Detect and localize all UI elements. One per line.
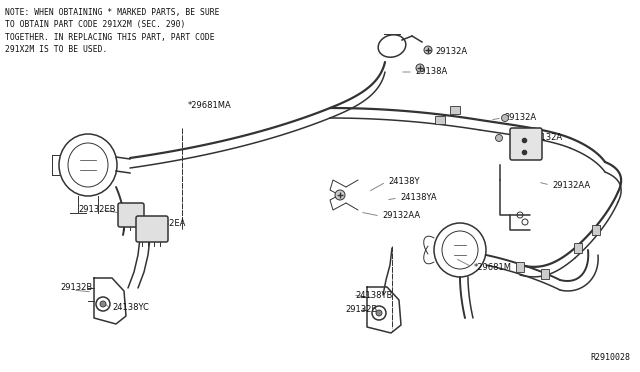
Text: 24138YC: 24138YC [112,304,149,312]
Text: 29132EB: 29132EB [78,205,115,215]
Text: R2910028: R2910028 [590,353,630,362]
Circle shape [335,190,345,200]
Text: 29132EA: 29132EA [148,219,186,228]
Text: 29132B: 29132B [60,283,92,292]
Text: 29132A: 29132A [435,48,467,57]
Bar [574,243,582,253]
Text: *29681M: *29681M [474,263,512,272]
Circle shape [424,46,432,54]
Text: 29132B: 29132B [345,305,377,314]
Bar [541,269,549,279]
Circle shape [376,310,382,316]
Text: *29681MA: *29681MA [188,102,232,110]
FancyBboxPatch shape [510,128,542,160]
Circle shape [502,115,509,122]
Bar [516,262,524,272]
Circle shape [416,64,424,72]
Text: NOTE: WHEN OBTAINING * MARKED PARTS, BE SURE
TO OBTAIN PART CODE 291X2M (SEC. 29: NOTE: WHEN OBTAINING * MARKED PARTS, BE … [5,8,220,55]
Text: 24138YA: 24138YA [400,193,436,202]
Bar [592,225,600,235]
Circle shape [100,301,106,307]
Bar [450,106,460,114]
Circle shape [495,135,502,141]
Text: 24138Y: 24138Y [388,177,419,186]
Text: 29132A: 29132A [504,113,536,122]
Text: 24138YB: 24138YB [355,291,392,299]
FancyBboxPatch shape [118,203,144,227]
Bar [435,116,445,124]
Text: 29138A: 29138A [415,67,447,77]
Text: 29132AA: 29132AA [552,180,590,189]
Text: 29132AA: 29132AA [382,212,420,221]
Text: 29132A: 29132A [530,134,562,142]
FancyBboxPatch shape [136,216,168,242]
